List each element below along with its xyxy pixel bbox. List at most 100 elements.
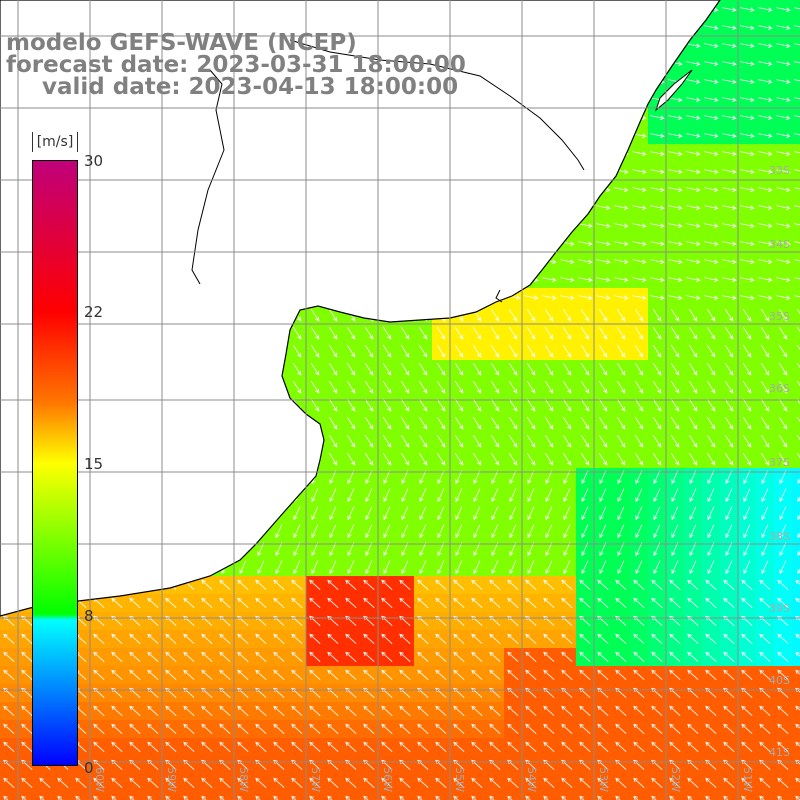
- wind-arrow: [704, 187, 719, 192]
- wind-arrow: [615, 705, 627, 717]
- wind-arrow: [596, 277, 611, 282]
- latitude-label: 36S: [769, 382, 790, 395]
- wind-arrow: [75, 777, 87, 789]
- wind-arrow: [795, 723, 800, 729]
- wind-arrow: [776, 259, 791, 264]
- wind-arrow: [255, 741, 267, 753]
- wind-arrow: [490, 380, 500, 394]
- wind-arrow: [651, 777, 663, 789]
- wind-arrow: [687, 741, 699, 753]
- wind-arrow: [417, 651, 429, 663]
- wind-arrow: [563, 560, 571, 575]
- wind-arrow: [543, 651, 555, 663]
- wind-arrow: [615, 651, 627, 663]
- wind-arrow: [363, 705, 375, 717]
- wind-arrow: [165, 651, 177, 663]
- wind-arrow: [707, 542, 715, 557]
- wind-arrow: [580, 416, 590, 430]
- wind-arrow: [760, 452, 770, 466]
- colorbar-unit: [m/s]: [32, 132, 78, 152]
- field-cell: [792, 90, 800, 108]
- coastal-lagoon: [654, 69, 693, 112]
- field-cell: [792, 396, 800, 414]
- wind-arrow: [524, 295, 539, 300]
- wind-arrow: [597, 741, 609, 753]
- wind-arrow: [328, 326, 338, 340]
- wind-arrow: [758, 259, 773, 264]
- wind-arrow: [760, 344, 770, 358]
- wind-arrow: [93, 795, 99, 800]
- wind-arrow: [650, 223, 665, 228]
- wind-arrow: [347, 524, 355, 539]
- wind-arrow: [327, 633, 339, 645]
- wind-arrow: [363, 651, 375, 663]
- wind-arrow: [686, 241, 701, 246]
- wind-arrow: [670, 362, 680, 376]
- wind-arrow: [147, 741, 159, 753]
- wind-arrow: [650, 259, 665, 264]
- wind-arrow: [309, 597, 321, 609]
- wind-arrow: [562, 398, 572, 412]
- wind-arrow: [237, 777, 249, 789]
- wind-arrow: [794, 205, 800, 208]
- wind-arrow: [291, 741, 303, 753]
- wind-arrow: [543, 705, 555, 717]
- wind-arrow: [563, 524, 571, 539]
- wind-arrow: [705, 651, 717, 663]
- wind-arrow: [219, 651, 231, 663]
- wind-arrow: [686, 61, 701, 66]
- field-cell: [792, 612, 800, 630]
- wind-arrow: [796, 452, 800, 459]
- wind-arrow: [722, 151, 737, 156]
- wind-arrow: [724, 380, 734, 394]
- wind-arrow: [669, 777, 681, 789]
- wind-arrow: [400, 416, 410, 430]
- wind-arrow: [219, 597, 231, 609]
- wind-arrow: [183, 795, 189, 800]
- wind-arrow: [453, 705, 465, 717]
- wind-arrow: [309, 579, 321, 591]
- wind-arrow: [364, 434, 374, 448]
- wind-arrow: [291, 795, 297, 800]
- wind-arrow: [381, 705, 393, 717]
- wind-arrow: [472, 362, 482, 376]
- field-cell: [792, 162, 800, 180]
- field-cell: [792, 558, 800, 576]
- wind-arrow: [562, 308, 572, 322]
- wind-arrow: [581, 524, 589, 539]
- wind-arrow: [400, 380, 410, 394]
- wind-arrow: [237, 669, 249, 681]
- field-cell: [792, 234, 800, 252]
- wind-arrow: [651, 579, 663, 591]
- wind-arrow: [560, 277, 575, 282]
- wind-arrow: [219, 723, 231, 735]
- wind-arrow: [704, 79, 719, 84]
- wind-arrow: [740, 295, 755, 300]
- wind-arrow: [651, 669, 663, 681]
- model-title: modelo GEFS-WAVE (NCEP): [6, 30, 357, 56]
- wind-arrow: [490, 416, 500, 430]
- wind-arrow: [237, 705, 249, 717]
- wind-arrow: [273, 579, 285, 591]
- wind-arrow: [561, 705, 573, 717]
- wind-arrow: [778, 452, 788, 466]
- wind-arrow: [543, 579, 555, 591]
- wind-arrow: [399, 777, 411, 789]
- wind-arrow: [652, 326, 662, 340]
- wind-arrow: [453, 723, 465, 735]
- wind-arrow: [740, 43, 755, 48]
- wind-arrow: [401, 524, 409, 539]
- wind-arrow: [615, 579, 627, 591]
- wind-arrow: [778, 308, 788, 322]
- wind-arrow: [670, 416, 680, 430]
- wind-arrow: [580, 452, 590, 466]
- wind-arrow: [704, 25, 719, 30]
- wind-arrow: [453, 633, 465, 645]
- wind-arrow: [581, 470, 589, 485]
- wind-arrow: [704, 241, 719, 246]
- wind-arrow: [724, 344, 734, 358]
- wind-arrow: [543, 777, 555, 789]
- wind-arrow: [777, 723, 789, 735]
- latitude-label: 34S: [769, 238, 790, 251]
- wind-arrow: [419, 506, 427, 521]
